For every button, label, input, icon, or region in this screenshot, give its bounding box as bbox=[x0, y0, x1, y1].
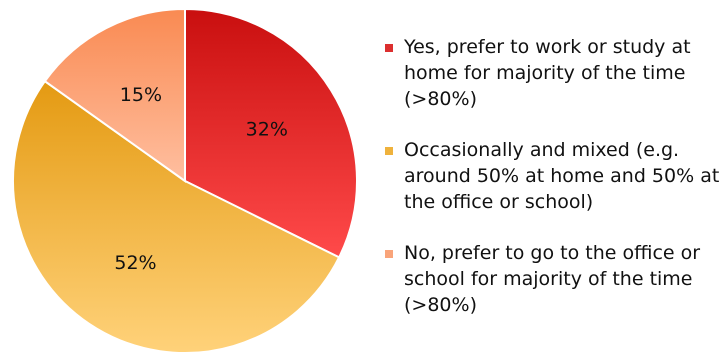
legend-label-line: home for majority of the time bbox=[404, 62, 686, 84]
legend-swatch-1 bbox=[385, 44, 393, 52]
legend: Yes, prefer to work or study at home for … bbox=[385, 34, 720, 343]
legend-label-line: Occasionally and mixed (e.g. bbox=[404, 139, 680, 161]
legend-item-1: Yes, prefer to work or study at home for … bbox=[385, 34, 720, 112]
pie-slice-2 bbox=[12, 79, 341, 353]
pie-slice-label-2: 52% bbox=[114, 252, 156, 274]
pie-slice-1 bbox=[184, 7, 358, 259]
legend-label-line: No, prefer to go to the office or bbox=[404, 242, 701, 264]
legend-swatch-2 bbox=[385, 147, 393, 155]
legend-label-line: school for majority of the time bbox=[404, 268, 693, 290]
legend-label-line: Yes, prefer to work or study at bbox=[404, 36, 691, 58]
legend-label-line: (>80%) bbox=[404, 294, 477, 316]
legend-item-2: Occasionally and mixed (e.g. around 50% a… bbox=[385, 137, 720, 215]
legend-swatch-3 bbox=[385, 250, 393, 258]
pie-slice-label-3: 15% bbox=[120, 84, 162, 106]
legend-label-line: (>80%) bbox=[404, 88, 477, 110]
pie-slices bbox=[12, 7, 358, 353]
legend-label-line: the office or school) bbox=[404, 191, 594, 213]
legend-item-3: No, prefer to go to the office or school … bbox=[385, 240, 720, 318]
legend-label-line: around 50% at home and 50% at bbox=[404, 165, 720, 187]
pie-slice-3 bbox=[43, 7, 186, 183]
pie-slice-labels: 32% 52% 15% bbox=[114, 84, 288, 274]
pie-slice-label-1: 32% bbox=[246, 119, 288, 141]
